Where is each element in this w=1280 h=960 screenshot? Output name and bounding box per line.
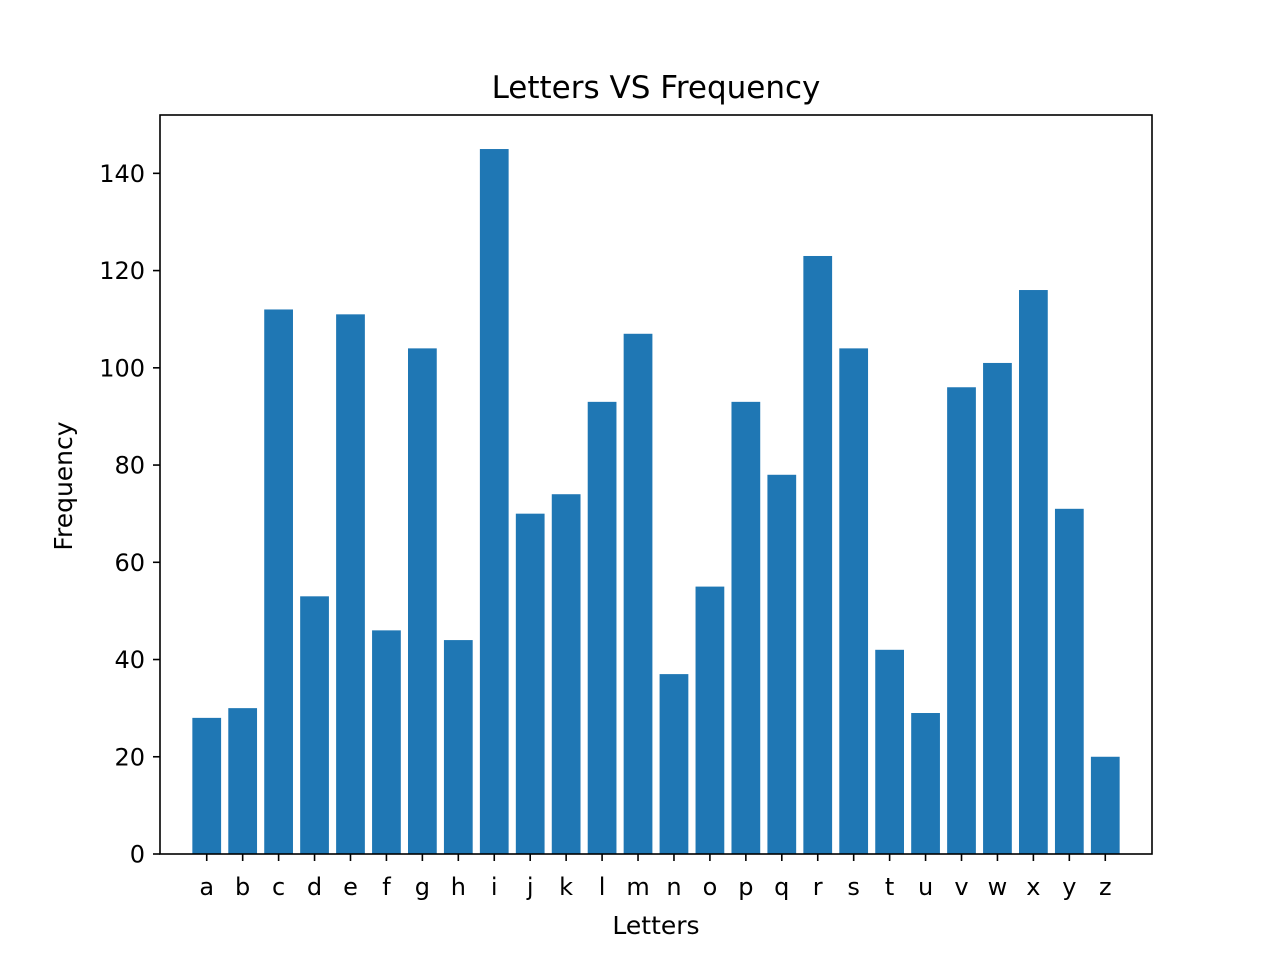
bar-v: [947, 387, 976, 854]
bar-h: [443, 640, 473, 854]
bar-n: [659, 674, 689, 854]
bar-r: [803, 255, 833, 855]
bar-u: [911, 713, 940, 854]
y-tick-label-80: 80: [114, 452, 145, 480]
bar-g: [408, 348, 437, 854]
x-tick-label-c: c: [272, 873, 285, 901]
x-tick-label-s: s: [847, 873, 860, 901]
x-tick-label-t: t: [885, 873, 894, 901]
x-axis-label: Letters: [612, 911, 699, 940]
bar-s: [839, 348, 869, 854]
bar-y: [1054, 508, 1084, 854]
bar-t: [875, 649, 904, 854]
x-tick-label-g: g: [415, 873, 430, 901]
chart-title: Letters VS Frequency: [492, 70, 821, 106]
x-tick-label-z: z: [1099, 873, 1112, 901]
bar-d: [300, 596, 329, 854]
x-tick-label-u: u: [918, 873, 933, 901]
x-tick-label-q: q: [774, 873, 789, 901]
bar-j: [515, 513, 545, 854]
bar-z: [1090, 756, 1120, 854]
y-axis-label: Frequency: [49, 421, 78, 550]
x-tick-label-n: n: [666, 873, 681, 901]
bar-b: [228, 708, 258, 854]
x-tick-label-r: r: [813, 873, 823, 901]
y-tick-label-20: 20: [114, 743, 145, 771]
bar-c: [264, 309, 293, 855]
x-tick-label-m: m: [626, 873, 649, 901]
y-tick-label-60: 60: [114, 549, 145, 577]
x-tick-label-k: k: [559, 873, 573, 901]
x-tick-label-h: h: [451, 873, 466, 901]
x-tick-label-v: v: [954, 873, 968, 901]
bar-w: [983, 362, 1012, 854]
x-tick-label-i: i: [491, 873, 498, 901]
x-tick-label-l: l: [599, 873, 606, 901]
x-tick-label-j: j: [526, 873, 534, 901]
bar-e: [336, 314, 365, 855]
x-tick-label-p: p: [738, 873, 753, 901]
x-tick-label-f: f: [382, 873, 391, 901]
x-tick-label-d: d: [307, 873, 322, 901]
y-tick-label-140: 140: [99, 160, 145, 188]
x-tick-label-a: a: [199, 873, 214, 901]
x-tick-label-x: x: [1026, 873, 1040, 901]
y-axis-ticks: 0 20 40 60 80 100 120 140: [99, 160, 160, 869]
x-tick-label-y: y: [1062, 873, 1076, 901]
y-tick-label-100: 100: [99, 354, 145, 382]
x-tick-label-w: w: [988, 873, 1008, 901]
bar-o: [695, 586, 725, 854]
y-tick-label-40: 40: [114, 646, 145, 674]
bar-i: [479, 149, 509, 854]
bar-q: [767, 474, 797, 854]
bar-l: [587, 401, 617, 854]
x-tick-label-e: e: [343, 873, 358, 901]
x-tick-label-b: b: [235, 873, 250, 901]
bar-k: [551, 494, 581, 854]
bars-group: [192, 149, 1120, 855]
y-tick-label-120: 120: [99, 257, 145, 285]
bar-a: [192, 717, 222, 854]
x-tick-label-o: o: [703, 873, 718, 901]
y-tick-label-0: 0: [130, 841, 145, 869]
bar-x: [1019, 290, 1048, 854]
bar-p: [731, 401, 761, 854]
plot-area-frame: [159, 114, 1153, 855]
bar-f: [372, 630, 401, 854]
bar-m: [623, 333, 653, 854]
